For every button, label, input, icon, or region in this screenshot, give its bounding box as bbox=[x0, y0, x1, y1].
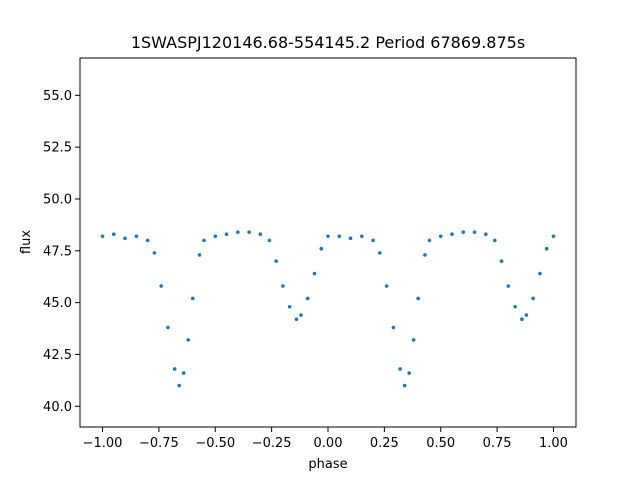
data-point bbox=[281, 284, 285, 288]
y-tick-label: 45.0 bbox=[43, 296, 72, 311]
data-point bbox=[427, 238, 432, 243]
x-tick-label: −0.50 bbox=[195, 436, 235, 451]
data-point bbox=[416, 296, 420, 301]
data-point bbox=[166, 325, 170, 330]
y-tick-label: 42.5 bbox=[43, 348, 72, 363]
data-point bbox=[551, 234, 556, 239]
x-axis-ticks: −1.00 −0.75 −0.50 −0.25 0.00 0.25 0.50 0.75 1.00 bbox=[83, 427, 568, 451]
data-point bbox=[202, 238, 206, 243]
data-point bbox=[524, 313, 529, 317]
y-tick-label: 47.5 bbox=[43, 244, 72, 259]
x-tick-label: 0.00 bbox=[314, 436, 343, 451]
y-tick-label: 50.0 bbox=[43, 192, 72, 207]
data-point bbox=[159, 284, 163, 288]
data-point bbox=[181, 371, 186, 375]
data-point bbox=[294, 317, 299, 322]
data-point bbox=[305, 296, 310, 301]
data-point bbox=[378, 251, 382, 255]
data-point bbox=[190, 296, 195, 301]
data-point bbox=[236, 230, 240, 234]
data-point bbox=[544, 246, 549, 251]
chart-title: 1SWASPJ120146.68-554145.2 Period 67869.8… bbox=[131, 33, 525, 52]
x-tick-label: 0.25 bbox=[370, 436, 399, 451]
data-point bbox=[326, 234, 330, 239]
data-point bbox=[513, 304, 517, 309]
data-point bbox=[384, 284, 389, 288]
data-point bbox=[411, 338, 416, 342]
y-axis-label: flux bbox=[19, 230, 34, 254]
data-point bbox=[461, 230, 466, 234]
x-tick-label: 1.00 bbox=[539, 436, 568, 451]
data-point bbox=[247, 230, 251, 234]
data-point bbox=[224, 232, 229, 237]
data-point bbox=[472, 230, 477, 234]
data-point bbox=[531, 296, 535, 301]
data-point bbox=[319, 246, 324, 251]
data-point bbox=[112, 232, 116, 237]
data-point bbox=[100, 234, 105, 239]
y-axis-ticks: 40.0 42.5 45.0 47.5 50.0 52.5 55.0 bbox=[43, 89, 80, 415]
data-point bbox=[258, 232, 263, 237]
data-point bbox=[438, 234, 443, 239]
y-tick-label: 40.0 bbox=[43, 400, 72, 415]
data-point bbox=[371, 238, 375, 243]
data-point bbox=[450, 232, 454, 237]
data-point bbox=[337, 234, 342, 239]
data-point bbox=[391, 325, 396, 330]
data-point bbox=[123, 236, 127, 241]
data-point bbox=[197, 253, 202, 257]
data-point bbox=[186, 338, 191, 342]
data-point bbox=[506, 284, 511, 288]
x-tick-label: −0.75 bbox=[139, 436, 179, 451]
data-point bbox=[172, 367, 177, 371]
data-point bbox=[134, 234, 139, 239]
data-point bbox=[398, 367, 402, 371]
data-point bbox=[407, 371, 411, 375]
data-point bbox=[299, 313, 303, 317]
data-point bbox=[423, 253, 427, 257]
data-point bbox=[499, 259, 504, 263]
data-point bbox=[484, 232, 488, 237]
data-point bbox=[520, 317, 524, 322]
data-point bbox=[145, 238, 150, 243]
data-point bbox=[348, 236, 353, 241]
data-point bbox=[177, 383, 181, 388]
y-tick-label: 52.5 bbox=[43, 141, 72, 156]
data-point bbox=[274, 259, 278, 263]
points-layer bbox=[100, 230, 556, 388]
x-tick-label: 0.75 bbox=[483, 436, 512, 451]
data-point bbox=[360, 234, 364, 239]
data-point bbox=[213, 234, 218, 239]
data-point bbox=[267, 238, 272, 243]
y-tick-label: 55.0 bbox=[43, 89, 72, 104]
data-point bbox=[152, 251, 157, 255]
x-tick-label: 0.50 bbox=[426, 436, 455, 451]
data-point bbox=[312, 271, 317, 276]
data-point bbox=[493, 238, 497, 243]
data-point bbox=[287, 304, 292, 309]
data-point bbox=[538, 271, 542, 276]
data-point bbox=[402, 383, 407, 388]
x-tick-label: −0.25 bbox=[252, 436, 292, 451]
x-tick-label: −1.00 bbox=[83, 436, 123, 451]
x-axis-label: phase bbox=[308, 457, 347, 472]
